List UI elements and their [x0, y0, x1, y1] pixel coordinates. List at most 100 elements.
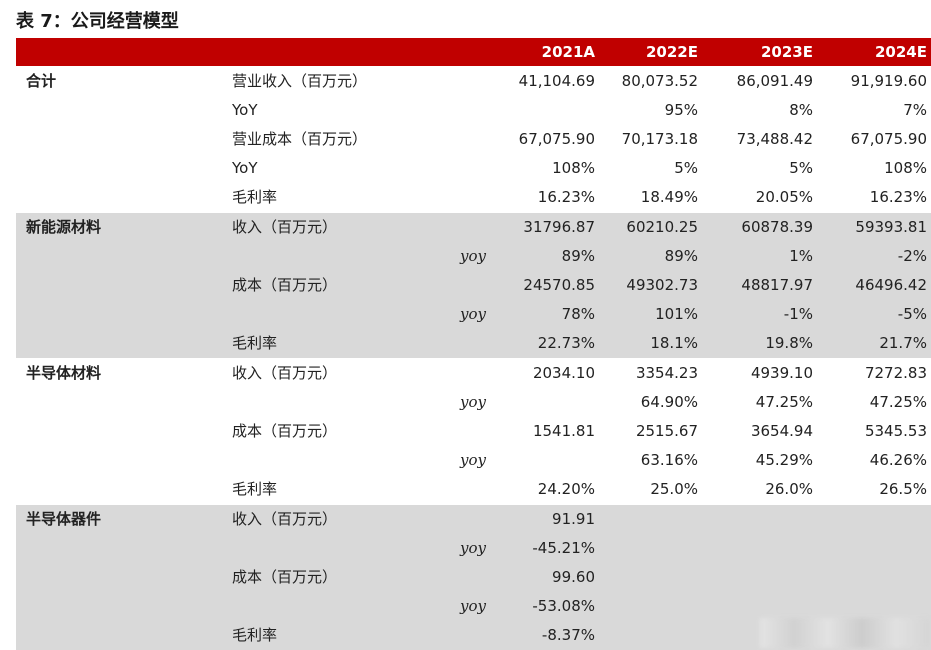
- value-cell: 46.26%: [869, 451, 927, 470]
- table-section: 半导体器件 收入（百万元） 91.91 yoy -45.21% 成本（百万元） 99.60 y…: [16, 505, 931, 650]
- year-header: 2024E: [875, 43, 927, 61]
- year-header: 2022E: [646, 43, 698, 61]
- value-cell: 86,091.49: [736, 72, 813, 90]
- value-cell: -53.08%: [532, 597, 595, 616]
- value-cell: 5%: [789, 159, 813, 178]
- table-row: 成本（百万元） 1541.81 2515.67 3654.94 5345.53: [16, 417, 931, 446]
- value-cell: -45.21%: [532, 539, 595, 558]
- table-row: 毛利率 22.73% 18.1% 19.8% 21.7%: [16, 329, 931, 358]
- value-cell: 21.7%: [879, 334, 927, 353]
- value-cell: -8.37%: [541, 626, 595, 645]
- table-row: 毛利率 24.20% 25.0% 26.0% 26.5%: [16, 475, 931, 504]
- metric-label: YoY: [232, 159, 258, 178]
- metric-label: 收入（百万元）: [232, 218, 338, 236]
- table-row: 新能源材料 收入（百万元） 31796.87 60210.25 60878.39 5939…: [16, 213, 931, 242]
- value-cell: 19.8%: [765, 334, 813, 353]
- value-cell: 108%: [884, 159, 927, 178]
- value-cell: 67,075.90: [850, 130, 927, 149]
- metric-label: 营业成本（百万元）: [232, 130, 368, 149]
- yoy-label: yoy: [460, 539, 486, 558]
- value-cell: 16.23%: [869, 188, 927, 207]
- table-section: 合计 营业收入（百万元） 41,104.69 80,073.52 86,091.49 91…: [16, 67, 931, 212]
- value-cell: 46496.42: [855, 276, 927, 295]
- value-cell: 78%: [561, 305, 595, 324]
- metric-label: 毛利率: [232, 480, 278, 499]
- table-row: 营业成本（百万元） 67,075.90 70,173.18 73,488.42 67,0…: [16, 125, 931, 154]
- value-cell: 80,073.52: [621, 72, 698, 90]
- table-row: yoy 89% 89% 1% -2%: [16, 242, 931, 271]
- table-section: 半导体材料 收入（百万元） 2034.10 3354.23 4939.10 7272.83…: [16, 359, 931, 504]
- value-cell: 24570.85: [523, 276, 595, 295]
- value-cell: 48817.97: [741, 276, 813, 295]
- value-cell: 67,075.90: [518, 130, 595, 149]
- metric-label: 营业收入（百万元）: [232, 72, 368, 90]
- value-cell: 31796.87: [523, 218, 595, 236]
- metric-label: 成本（百万元）: [232, 276, 338, 295]
- value-cell: 60210.25: [626, 218, 698, 236]
- yoy-label: yoy: [460, 247, 486, 266]
- value-cell: 1541.81: [532, 422, 595, 441]
- value-cell: 18.49%: [640, 188, 698, 207]
- value-cell: 5345.53: [864, 422, 927, 441]
- year-header: 2023E: [761, 43, 813, 61]
- blurred-watermark: [760, 618, 930, 648]
- value-cell: 3354.23: [635, 364, 698, 382]
- value-cell: 49302.73: [626, 276, 698, 295]
- value-cell: 16.23%: [537, 188, 595, 207]
- value-cell: 24.20%: [537, 480, 595, 499]
- table-row: 半导体材料 收入（百万元） 2034.10 3354.23 4939.10 7272.83: [16, 359, 931, 388]
- value-cell: 4939.10: [750, 364, 813, 382]
- value-cell: 101%: [655, 305, 698, 324]
- metric-label: 成本（百万元）: [232, 568, 338, 587]
- yoy-label: yoy: [460, 451, 486, 470]
- table-row: 成本（百万元） 99.60: [16, 563, 931, 592]
- value-cell: 26.0%: [765, 480, 813, 499]
- value-cell: 60878.39: [741, 218, 813, 236]
- metric-label: 毛利率: [232, 188, 278, 207]
- table-row: yoy 78% 101% -1% -5%: [16, 300, 931, 329]
- segment-name: 新能源材料: [26, 218, 102, 236]
- metric-label: 毛利率: [232, 626, 278, 645]
- value-cell: 5%: [674, 159, 698, 178]
- value-cell: -1%: [783, 305, 813, 324]
- value-cell: 41,104.69: [518, 72, 595, 90]
- value-cell: 91.91: [552, 510, 595, 528]
- value-cell: 64.90%: [640, 393, 698, 412]
- value-cell: 59393.81: [855, 218, 927, 236]
- metric-label: 收入（百万元）: [232, 364, 338, 382]
- yoy-label: yoy: [460, 393, 486, 412]
- table-row: 成本（百万元） 24570.85 49302.73 48817.97 46496.42: [16, 271, 931, 300]
- value-cell: 91,919.60: [850, 72, 927, 90]
- value-cell: 47.25%: [869, 393, 927, 412]
- table-row: 半导体器件 收入（百万元） 91.91: [16, 505, 931, 534]
- table-row: 毛利率 16.23% 18.49% 20.05% 16.23%: [16, 183, 931, 212]
- value-cell: 8%: [789, 101, 813, 120]
- value-cell: 108%: [552, 159, 595, 178]
- value-cell: -5%: [897, 305, 927, 324]
- value-cell: 20.05%: [755, 188, 813, 207]
- value-cell: 70,173.18: [621, 130, 698, 149]
- metric-label: 收入（百万元）: [232, 510, 338, 528]
- value-cell: 89%: [664, 247, 698, 266]
- value-cell: 7272.83: [864, 364, 927, 382]
- value-cell: 2515.67: [635, 422, 698, 441]
- table-row: yoy 64.90% 47.25% 47.25%: [16, 388, 931, 417]
- value-cell: 3654.94: [750, 422, 813, 441]
- value-cell: 18.1%: [650, 334, 698, 353]
- value-cell: 25.0%: [650, 480, 698, 499]
- table-row: YoY 108% 5% 5% 108%: [16, 154, 931, 183]
- table-row: 毛利率 -8.37%: [16, 621, 931, 650]
- value-cell: 89%: [561, 247, 595, 266]
- year-header: 2021A: [541, 43, 595, 61]
- value-cell: 63.16%: [640, 451, 698, 470]
- table-row: yoy -45.21%: [16, 534, 931, 563]
- table-title: 表 7：公司经营模型: [16, 11, 179, 32]
- table-row: 合计 营业收入（百万元） 41,104.69 80,073.52 86,091.49 91…: [16, 67, 931, 96]
- metric-label: YoY: [232, 101, 258, 120]
- value-cell: 95%: [664, 101, 698, 120]
- table-row: yoy 63.16% 45.29% 46.26%: [16, 446, 931, 475]
- value-cell: 26.5%: [879, 480, 927, 499]
- yoy-label: yoy: [460, 305, 486, 324]
- value-cell: 73,488.42: [736, 130, 813, 149]
- segment-name: 半导体器件: [26, 510, 102, 528]
